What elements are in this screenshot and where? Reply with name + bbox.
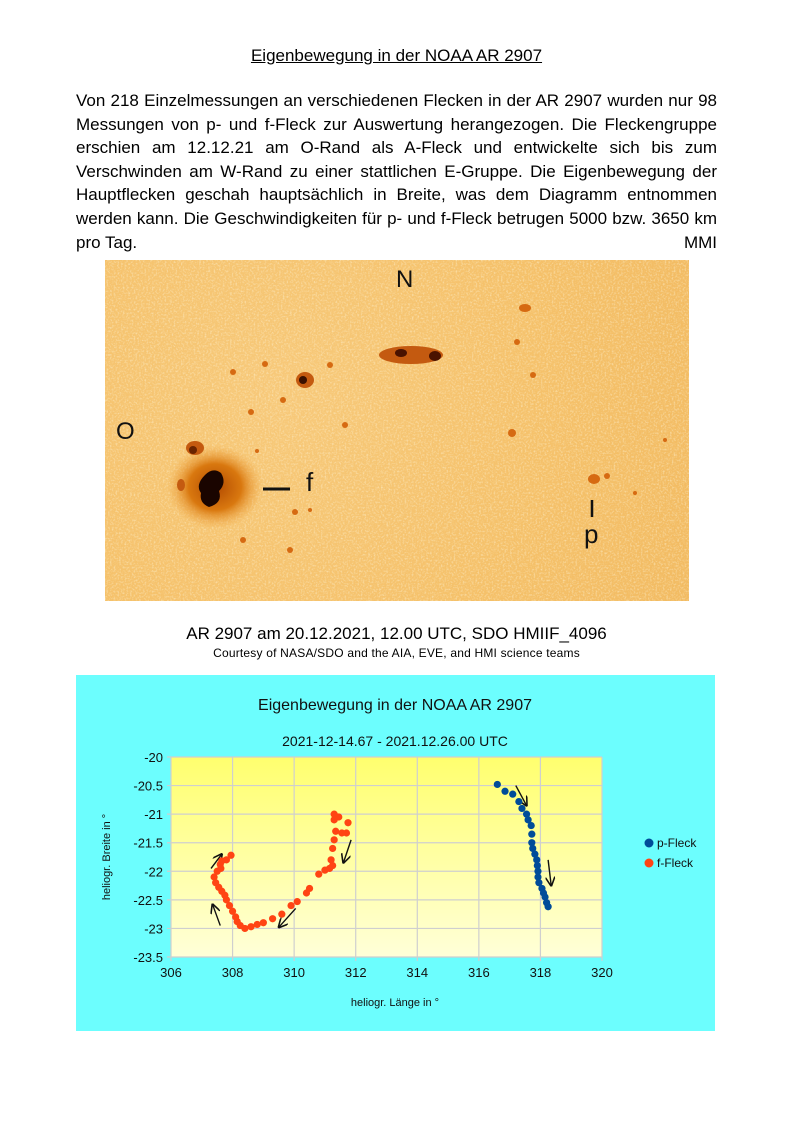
data-point [527, 821, 535, 830]
y-tick-label: -23 [144, 921, 163, 936]
data-point [524, 816, 532, 824]
data-point [544, 903, 552, 911]
scatter-chart: Eigenbewegung in der NOAA AR 2907 2021-1… [101, 697, 697, 1009]
sunspot-photo: N O f p [105, 260, 689, 601]
data-point [247, 923, 255, 931]
page-title: Eigenbewegung in der NOAA AR 2907 [250, 46, 543, 65]
solar-image: N O f p [105, 260, 689, 601]
legend-f-fleck-marker [644, 858, 654, 868]
y-tick-label: -21 [144, 807, 163, 822]
data-point [533, 856, 541, 864]
y-tick-label: -21.5 [133, 836, 163, 851]
image-credit: Courtesy of NASA/SDO and the AIA, EVE, a… [213, 646, 580, 660]
x-tick-label: 306 [160, 965, 182, 980]
x-tick-label: 312 [345, 965, 367, 980]
data-point [528, 830, 536, 838]
data-point [338, 829, 346, 837]
data-point [330, 810, 338, 818]
data-point [329, 844, 337, 853]
y-axis-label: heliogr. Breite in ° [101, 814, 113, 900]
direction-arrow-icon [515, 785, 527, 806]
chart-subtitle: 2021-12-14.67 - 2021.12.26.00 UTC [282, 733, 508, 749]
data-series [210, 780, 552, 933]
data-point [210, 873, 218, 881]
intro-paragraph: Von 218 Einzelmessungen an verschiedenen… [76, 89, 717, 254]
data-point [302, 889, 311, 897]
data-point [225, 901, 234, 910]
chart-panel: Eigenbewegung in der NOAA AR 2907 2021-1… [76, 675, 715, 1031]
data-point [327, 856, 335, 864]
data-point [534, 867, 542, 875]
data-point [344, 819, 352, 827]
x-tick-label: 308 [222, 965, 244, 980]
author-signature: MMI [683, 232, 717, 252]
x-axis-ticks: 306 308 310 312 314 316 318 320 [160, 965, 613, 980]
data-point [535, 879, 543, 887]
data-point [330, 836, 338, 844]
data-point [268, 915, 277, 923]
direction-arrows [210, 785, 551, 928]
x-tick-label: 314 [406, 965, 428, 980]
y-tick-label: -22.5 [133, 893, 163, 908]
data-point [531, 850, 539, 858]
p-fleck-series [493, 780, 552, 911]
data-point [228, 907, 237, 915]
legend: p-Fleck f-Fleck [644, 836, 697, 870]
legend-p-fleck-label: p-Fleck [657, 836, 697, 850]
data-point [321, 866, 329, 874]
data-point [528, 839, 536, 847]
y-axis-ticks: -20 -20.5 -21 -21.5 -22 -22.5 -23 -23.5 [133, 750, 163, 965]
legend-p-fleck-marker [644, 838, 654, 848]
data-point [518, 804, 526, 813]
f-spot-label: f [306, 467, 314, 497]
data-point [330, 816, 338, 824]
data-point [541, 893, 549, 901]
f-fleck-series [210, 810, 352, 933]
direction-arrow-icon [343, 839, 352, 863]
direction-arrow-icon [210, 854, 222, 869]
data-point [533, 861, 541, 870]
data-point [227, 851, 235, 859]
east-label: O [116, 418, 135, 445]
direction-arrow-icon [279, 907, 297, 927]
chart-title: Eigenbewegung in der NOAA AR 2907 [258, 697, 532, 714]
data-point [315, 870, 323, 878]
data-point [222, 856, 231, 864]
x-axis-label: heliogr. Länge in ° [351, 997, 439, 1009]
data-point [529, 844, 537, 853]
data-point [332, 827, 340, 835]
data-point [515, 797, 523, 806]
data-point [278, 910, 286, 918]
data-point [534, 873, 542, 881]
x-tick-label: 310 [283, 965, 305, 980]
legend-f-fleck-label: f-Fleck [657, 856, 694, 870]
data-point [232, 913, 240, 921]
direction-arrow-icon [548, 859, 551, 886]
north-label: N [396, 266, 413, 293]
image-caption: AR 2907 am 20.12.2021, 12.00 UTC, SDO HM… [186, 624, 607, 643]
x-tick-label: 318 [530, 965, 552, 980]
data-point [259, 919, 267, 927]
data-point [293, 897, 301, 906]
data-point [493, 780, 501, 789]
x-tick-label: 316 [468, 965, 490, 980]
y-tick-label: -22 [144, 864, 163, 879]
p-spot-label: p [584, 519, 598, 549]
data-point [253, 920, 261, 929]
intro-text: Von 218 Einzelmessungen an verschiedenen… [76, 91, 717, 252]
y-tick-label: -20 [144, 750, 163, 765]
data-point [287, 901, 295, 910]
y-tick-label: -23.5 [133, 950, 163, 965]
data-point [501, 787, 509, 795]
data-point [212, 879, 220, 887]
spot-markers [167, 304, 667, 553]
y-tick-label: -20.5 [133, 779, 163, 794]
data-point [509, 790, 517, 798]
direction-arrow-icon [213, 904, 221, 926]
data-point [522, 810, 531, 818]
x-tick-label: 320 [591, 965, 613, 980]
